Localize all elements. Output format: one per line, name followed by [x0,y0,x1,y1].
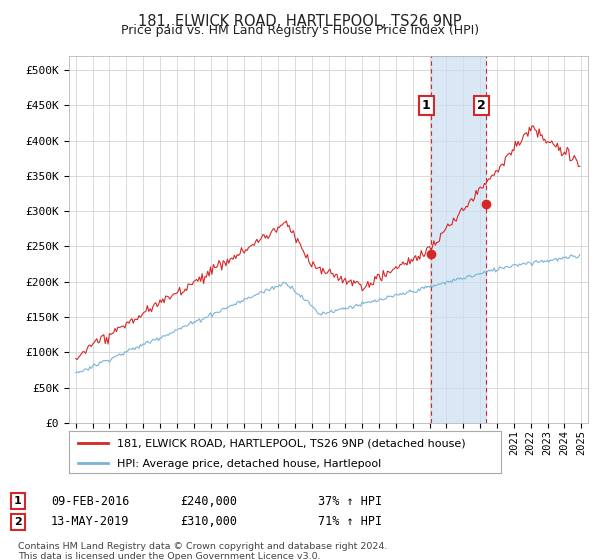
Text: 37% ↑ HPI: 37% ↑ HPI [318,494,382,508]
Text: £310,000: £310,000 [180,515,237,529]
Text: 71% ↑ HPI: 71% ↑ HPI [318,515,382,529]
Text: 13-MAY-2019: 13-MAY-2019 [51,515,130,529]
Text: £240,000: £240,000 [180,494,237,508]
Text: 1: 1 [422,99,431,112]
Text: HPI: Average price, detached house, Hartlepool: HPI: Average price, detached house, Hart… [116,459,381,469]
Bar [431,56,487,423]
Text: 181, ELWICK ROAD, HARTLEPOOL, TS26 9NP: 181, ELWICK ROAD, HARTLEPOOL, TS26 9NP [138,14,462,29]
Text: 2: 2 [14,517,22,527]
Text: 181, ELWICK ROAD, HARTLEPOOL, TS26 9NP (detached house): 181, ELWICK ROAD, HARTLEPOOL, TS26 9NP (… [116,439,465,449]
Text: 2: 2 [477,99,486,112]
Text: Price paid vs. HM Land Registry's House Price Index (HPI): Price paid vs. HM Land Registry's House … [121,24,479,37]
Text: Contains HM Land Registry data © Crown copyright and database right 2024.
This d: Contains HM Land Registry data © Crown c… [18,542,388,560]
Text: 1: 1 [14,496,22,506]
Text: 09-FEB-2016: 09-FEB-2016 [51,494,130,508]
